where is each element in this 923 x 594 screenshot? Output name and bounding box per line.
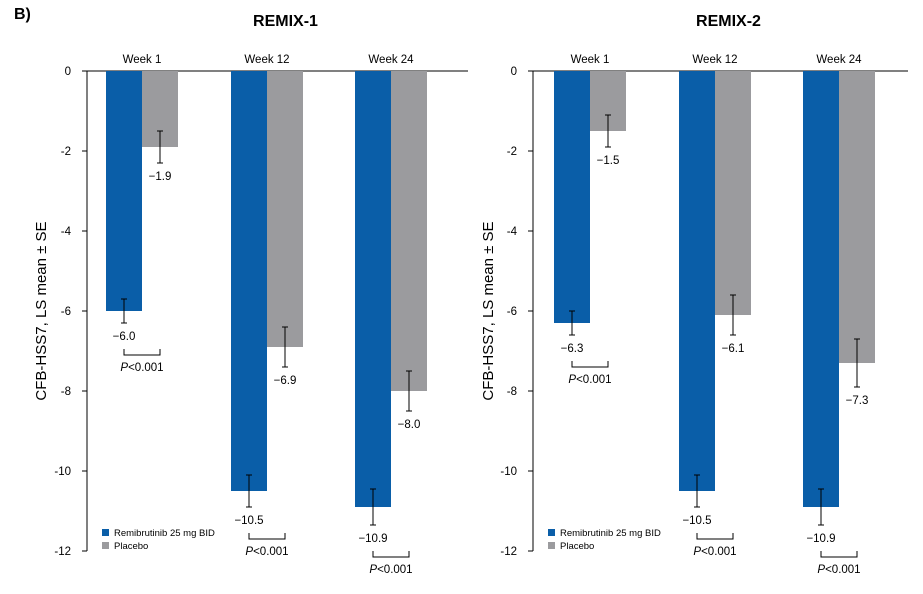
bar-remibrutinib <box>106 71 142 311</box>
chart-title: REMIX-1 <box>253 13 318 30</box>
legend-label: Placebo <box>560 541 594 552</box>
y-axis-label: CFB-HSS7, LS mean ± SE <box>33 221 50 400</box>
value-label: −6.1 <box>722 343 745 355</box>
y-tick-label: -2 <box>507 146 517 158</box>
week-label: Week 1 <box>571 54 610 66</box>
value-label: −1.5 <box>597 155 620 167</box>
bar-remibrutinib <box>679 71 715 491</box>
legend-label: Placebo <box>114 541 148 552</box>
significance-bracket <box>248 533 286 540</box>
y-tick-label: 0 <box>511 66 517 78</box>
legend-swatch <box>102 529 109 536</box>
p-value-prefix: P <box>693 546 701 558</box>
y-tick-label: -8 <box>61 386 71 398</box>
value-label: −6.9 <box>274 375 297 387</box>
p-value-text: <0.001 <box>377 564 413 576</box>
legend-label: Remibrutinib 25 mg BID <box>114 528 215 539</box>
p-value-label: P<0.001 <box>120 362 163 374</box>
p-value-label: P<0.001 <box>817 564 860 576</box>
week-label: Week 12 <box>244 54 289 66</box>
p-value-label: P<0.001 <box>245 546 288 558</box>
p-value-text: <0.001 <box>128 362 164 374</box>
p-value-prefix: P <box>817 564 825 576</box>
p-value-label: P<0.001 <box>568 374 611 386</box>
week-label: Week 24 <box>816 54 862 66</box>
week-label: Week 12 <box>692 54 737 66</box>
chart-panel-1: REMIX-1 CFB-HSS7, LS mean ± SE 0 -2 -4 -6 -8 -1… <box>33 13 468 576</box>
p-value-label: P<0.001 <box>693 546 736 558</box>
significance-bracket <box>123 349 161 356</box>
chart-panel-2: REMIX-2 CFB-HSS7, LS mean ± SE 0 -2 -4 -6 -8 -1… <box>480 13 908 576</box>
y-tick-label: -8 <box>507 386 517 398</box>
p-value-text: <0.001 <box>825 564 861 576</box>
p-value-prefix: P <box>568 374 576 386</box>
p-value-label: P<0.001 <box>369 564 412 576</box>
y-axis-label: CFB-HSS7, LS mean ± SE <box>480 221 497 400</box>
significance-bracket <box>820 551 858 558</box>
bar-remibrutinib <box>231 71 267 491</box>
bar-placebo <box>391 71 427 391</box>
significance-bracket <box>696 533 734 540</box>
y-tick-label: -6 <box>507 306 517 318</box>
p-value-text: <0.001 <box>253 546 289 558</box>
bar-placebo <box>839 71 875 363</box>
y-tick-label: -10 <box>54 466 71 478</box>
value-label: −6.0 <box>113 331 136 343</box>
y-tick-label: -2 <box>61 146 71 158</box>
y-tick-label: -6 <box>61 306 71 318</box>
bar-placebo <box>715 71 751 315</box>
p-value-prefix: P <box>120 362 128 374</box>
value-label: −1.9 <box>149 171 172 183</box>
y-tick-label: 0 <box>65 66 71 78</box>
panel-label: B) <box>14 6 31 23</box>
legend-swatch <box>548 529 555 536</box>
y-tick-label: -12 <box>500 546 517 558</box>
y-tick-label: -4 <box>507 226 518 238</box>
legend-swatch <box>548 542 555 549</box>
p-value-text: <0.001 <box>576 374 612 386</box>
value-label: −10.5 <box>234 515 263 527</box>
legend-label: Remibrutinib 25 mg BID <box>560 528 661 539</box>
p-value-text: <0.001 <box>701 546 737 558</box>
significance-bracket <box>372 551 410 558</box>
y-tick-label: -12 <box>54 546 71 558</box>
y-tick-label: -10 <box>500 466 517 478</box>
bar-remibrutinib <box>554 71 590 323</box>
week-label: Week 24 <box>368 54 414 66</box>
y-tick-label: -4 <box>61 226 72 238</box>
legend-swatch <box>102 542 109 549</box>
value-label: −10.9 <box>806 533 835 545</box>
significance-bracket <box>571 361 609 368</box>
value-label: −10.5 <box>682 515 711 527</box>
p-value-prefix: P <box>245 546 253 558</box>
bar-remibrutinib <box>803 71 839 507</box>
week-label: Week 1 <box>123 54 162 66</box>
value-label: −10.9 <box>358 533 387 545</box>
chart-title: REMIX-2 <box>696 13 761 30</box>
bar-placebo <box>267 71 303 347</box>
bar-remibrutinib <box>355 71 391 507</box>
p-value-prefix: P <box>369 564 377 576</box>
value-label: −8.0 <box>398 419 421 431</box>
value-label: −7.3 <box>846 395 869 407</box>
value-label: −6.3 <box>561 343 584 355</box>
